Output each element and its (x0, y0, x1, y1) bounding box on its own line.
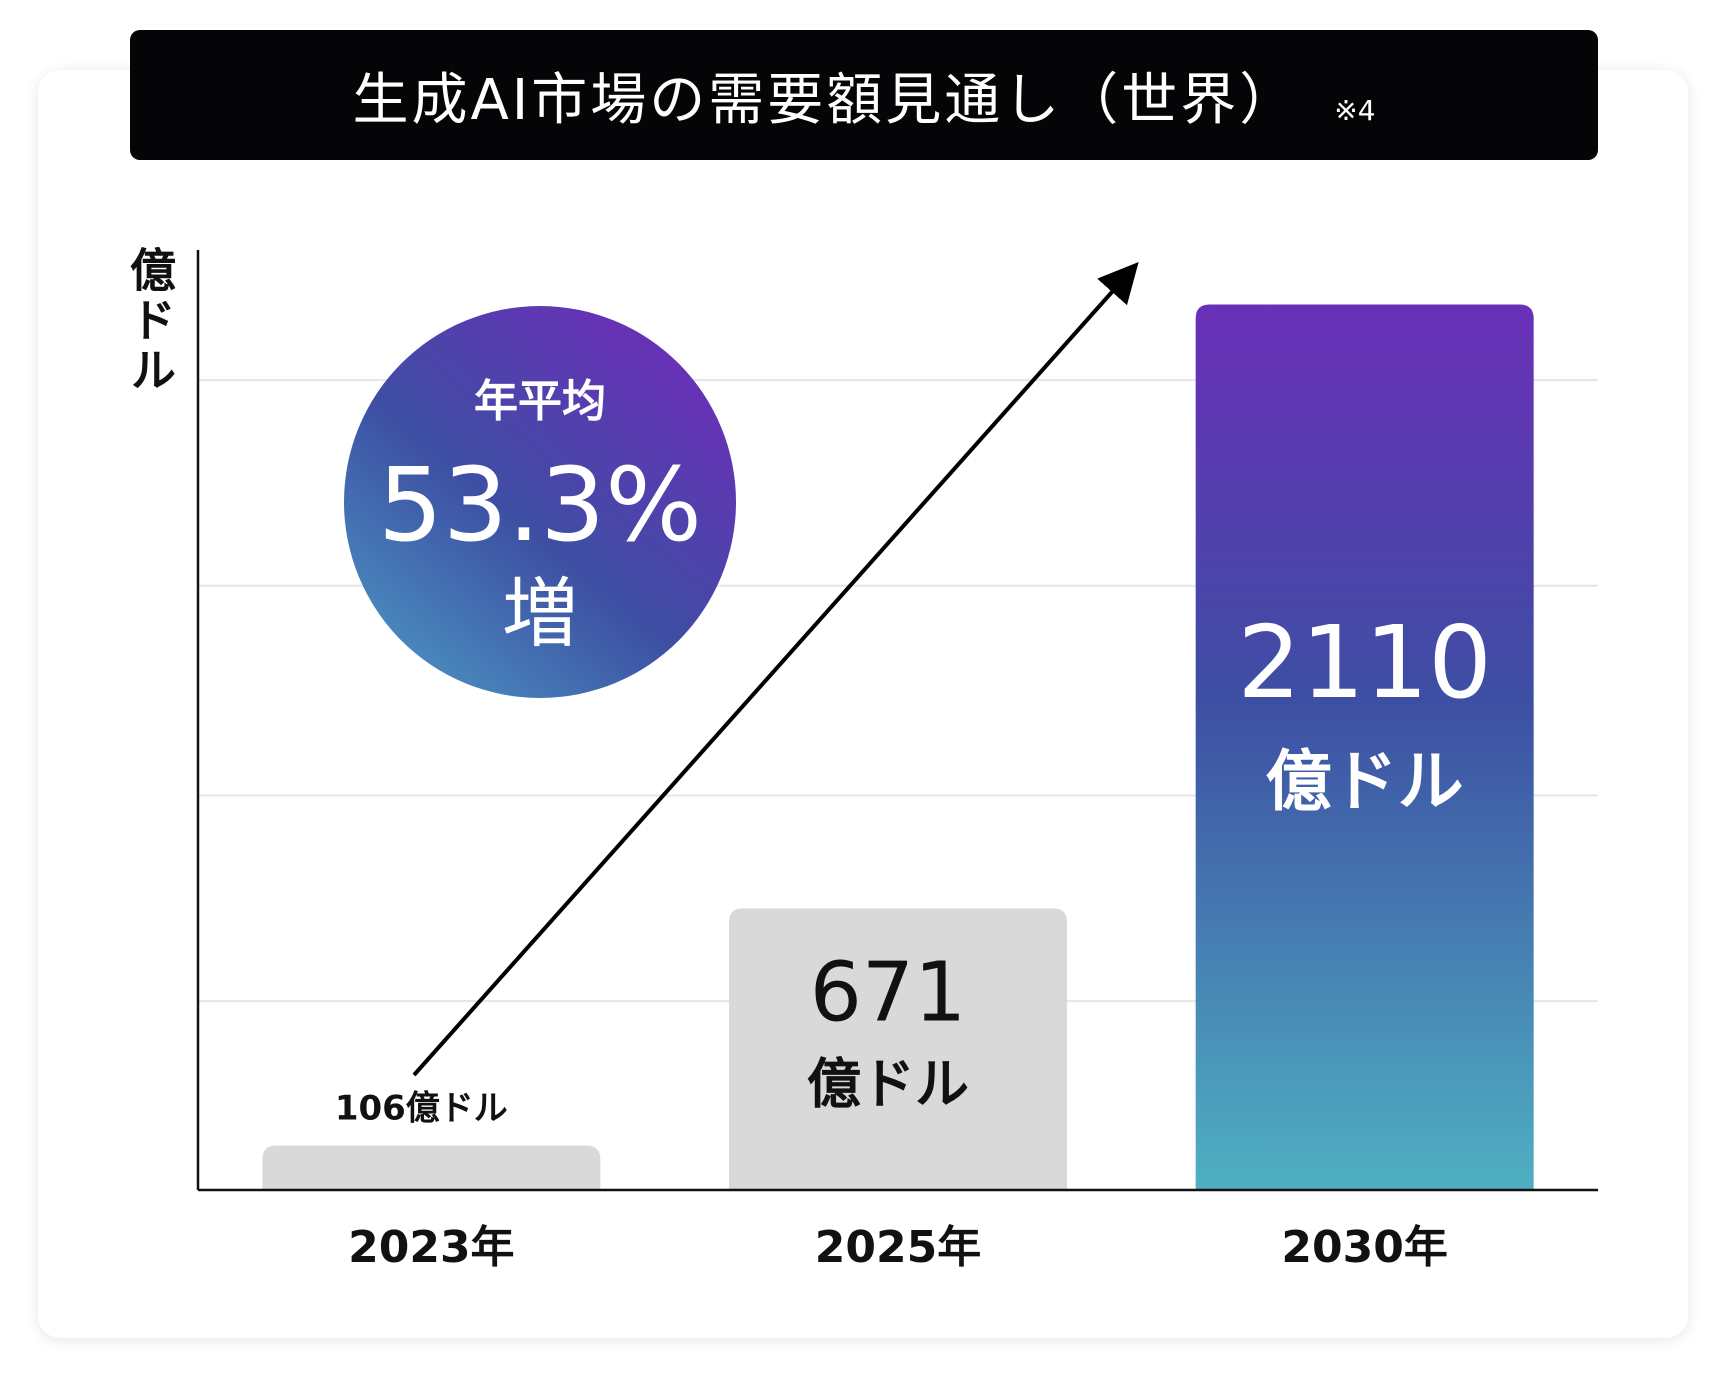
chart-title-note: ※4 (1334, 93, 1376, 127)
chart-title: 生成AI市場の需要額見通し（世界） (352, 67, 1299, 133)
growth-badge-bottom: 増 (502, 569, 578, 658)
trend-arrow (412, 262, 1139, 1077)
growth-badge-top: 年平均 (474, 376, 606, 427)
bar-2025年 (729, 908, 1067, 1190)
data-label-2030-value: 2110 (1237, 604, 1492, 721)
x-tick-label: 2023年 (348, 1222, 514, 1273)
data-label-2030-unit: 億ドル (1266, 743, 1464, 820)
data-label-2023: 106億ドル (335, 1089, 508, 1129)
bar-2030年 (1195, 304, 1534, 1190)
growth-badge (344, 306, 736, 698)
x-tick-label: 2030年 (1281, 1222, 1447, 1273)
data-label-2025-value: 671 (810, 945, 967, 1040)
x-tick-label: 2025年 (815, 1222, 981, 1273)
y-axis-label: 億ドル (123, 246, 177, 396)
bar-2023年 (262, 1145, 601, 1190)
data-label-2025-unit: 億ドル (807, 1052, 969, 1115)
chart-title-bar: 生成AI市場の需要額見通し（世界） ※4 (130, 30, 1598, 160)
growth-badge-value: 53.3% (378, 446, 702, 565)
